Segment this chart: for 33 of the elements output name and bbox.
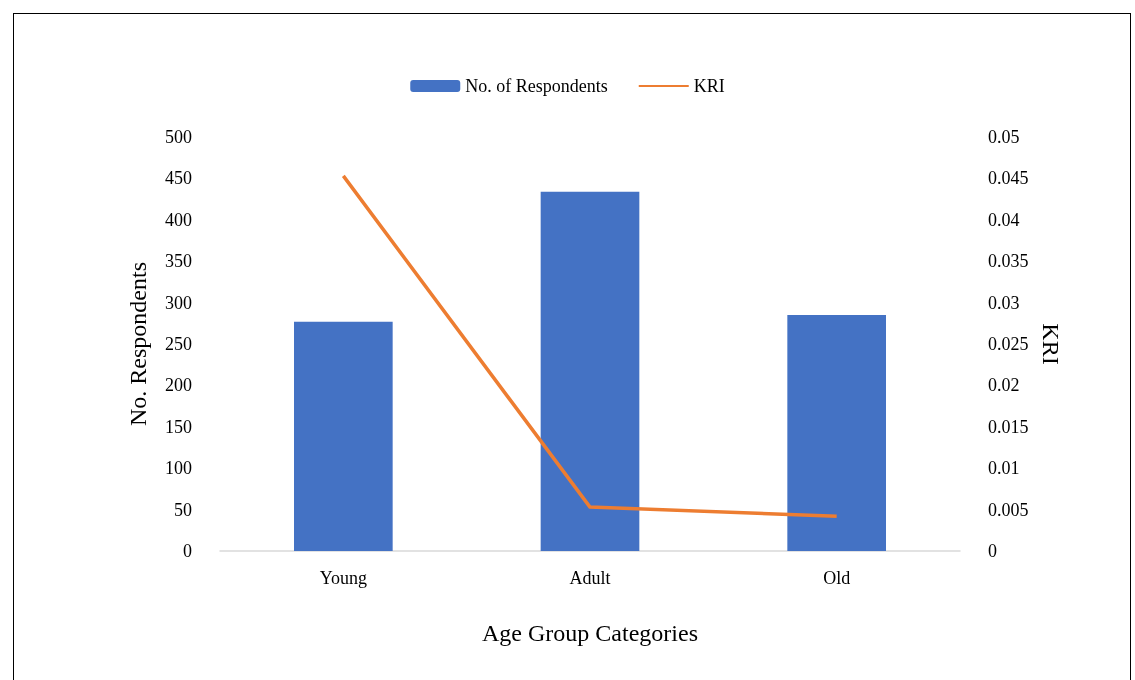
y2-tick-label: 0.01	[988, 458, 1020, 479]
y2-tick-label: 0.02	[988, 375, 1020, 396]
bar	[787, 315, 886, 551]
y2-tick-label: 0.045	[988, 168, 1029, 189]
y2-axis-title: KRI	[1038, 323, 1065, 365]
y2-tick-label: 0.04	[988, 209, 1020, 230]
y-tick-label: 450	[165, 168, 192, 189]
y-axis-title: No. Respondents	[125, 262, 151, 426]
y-tick-label: 250	[165, 334, 192, 354]
legend-label: No. of Respondents	[465, 76, 608, 96]
y-tick-label: 350	[165, 251, 192, 272]
y2-tick-label: 0.03	[988, 292, 1020, 313]
y2-tick-label: 0	[988, 541, 997, 561]
y2-tick-label: 0.05	[988, 127, 1020, 147]
y-tick-label: 500	[165, 127, 192, 147]
x-tick-label: Young	[319, 568, 367, 588]
legend-label: KRI	[693, 76, 725, 96]
y2-tick-label: 0.005	[988, 499, 1029, 520]
bar	[540, 191, 640, 551]
y-tick-label: 100	[165, 458, 192, 479]
y2-tick-label: 0.015	[988, 416, 1029, 437]
y-tick-label: 300	[165, 292, 192, 313]
x-tick-label: Adult	[569, 568, 611, 588]
bar	[294, 321, 393, 551]
y-tick-label: 0	[183, 541, 192, 561]
y-tick-label: 200	[165, 375, 192, 396]
y-tick-label: 400	[165, 209, 192, 230]
x-axis-title: Age Group Categories	[482, 620, 698, 646]
y-tick-label: 50	[174, 499, 192, 520]
y2-tick-label: 0.025	[988, 334, 1029, 354]
y-tick-label: 150	[165, 416, 192, 437]
x-tick-label: Old	[823, 568, 851, 588]
y2-tick-label: 0.035	[988, 251, 1029, 272]
